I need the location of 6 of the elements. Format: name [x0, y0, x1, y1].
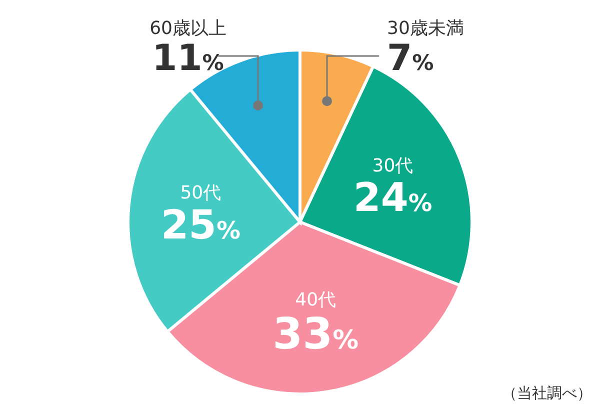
- label: 30代 24%: [353, 155, 432, 222]
- label: 30歳未満 7%: [387, 18, 464, 79]
- label: 40代 33%: [272, 289, 359, 360]
- text: （当社調べ）: [502, 384, 592, 402]
- label: 60歳以上 11%: [150, 18, 226, 79]
- label: 50代 25%: [160, 182, 241, 249]
